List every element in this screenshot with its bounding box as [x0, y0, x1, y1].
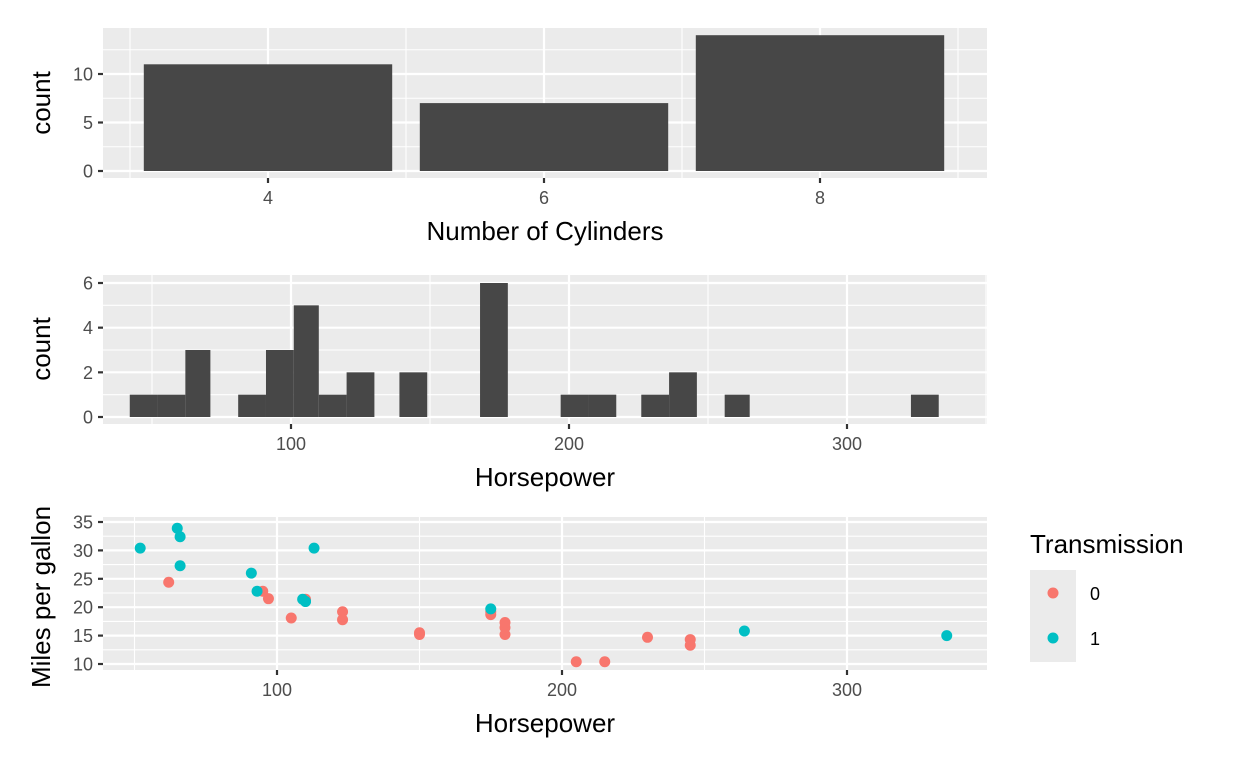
scatter-point-transmission-0 — [570, 656, 582, 668]
scatter-gridlines — [103, 517, 991, 670]
histogram-bar — [293, 305, 319, 417]
legend-key-0 — [1047, 587, 1059, 599]
cylinders-y-tick-label: 5 — [83, 113, 93, 133]
scatter-point-transmission-0 — [285, 612, 297, 624]
histogram-x-axis-title: Horsepower — [475, 462, 616, 492]
histogram-x-tick-label: 300 — [832, 434, 862, 454]
scatter-point-transmission-0 — [163, 576, 175, 588]
scatter-x-tick-label: 300 — [832, 680, 862, 700]
cylinders-x-tick-label: 4 — [263, 188, 273, 208]
scatter-point-transmission-1 — [171, 522, 183, 534]
scatter-point-transmission-1 — [251, 585, 263, 597]
histogram-bar — [346, 372, 375, 417]
scatter-points — [134, 522, 953, 668]
horsepower-histogram: 100 200 300 0 2 4 6 Horsepower count — [26, 274, 987, 492]
histogram-x-tick-label: 200 — [554, 434, 584, 454]
histogram-bar — [399, 372, 428, 417]
legend-title: Transmission — [1030, 529, 1184, 559]
histogram-bar — [318, 394, 347, 417]
scatter-point-transmission-1 — [485, 603, 497, 615]
cylinders-bar-chart: 4 6 8 0 5 10 Number of Cylinders count — [26, 28, 987, 246]
histogram-axes: 100 200 300 0 2 4 6 — [83, 274, 862, 455]
legend-label-0: 0 — [1090, 584, 1100, 604]
scatter-point-transmission-0 — [499, 628, 511, 640]
cylinders-bar-6 — [419, 103, 669, 171]
histogram-y-tick-label: 6 — [83, 274, 93, 294]
transmission-legend: Transmission 0 1 — [1030, 529, 1184, 662]
scatter-point-transmission-1 — [174, 531, 186, 543]
scatter-point-transmission-1 — [941, 630, 953, 642]
histogram-bar — [480, 283, 508, 417]
cylinders-bar-8 — [695, 35, 945, 172]
cylinders-x-tick-label: 8 — [815, 188, 825, 208]
scatter-point-transmission-0 — [414, 628, 425, 640]
cylinders-axes: 4 6 8 0 5 10 — [73, 65, 825, 209]
scatter-point-transmission-0 — [337, 614, 349, 626]
scatter-point-transmission-0 — [642, 631, 653, 643]
histogram-bar — [724, 394, 750, 417]
histogram-bars — [129, 283, 939, 417]
cylinders-y-tick-label: 0 — [83, 162, 93, 182]
cylinders-y-tick-label: 10 — [73, 65, 93, 85]
cylinders-bars — [143, 35, 945, 172]
cylinders-y-axis-title: count — [26, 70, 56, 134]
histogram-y-tick-label: 0 — [83, 408, 93, 428]
histogram-y-tick-label: 4 — [83, 318, 93, 338]
scatter-y-tick-label: 30 — [73, 541, 93, 561]
scatter-point-transmission-1 — [174, 560, 186, 572]
histogram-bar — [910, 394, 939, 417]
scatter-point-transmission-1 — [245, 567, 257, 579]
histogram-bar — [560, 394, 589, 417]
scatter-point-transmission-1 — [308, 542, 320, 554]
scatter-y-axis-title: Miles per gallon — [26, 506, 56, 688]
scatter-point-transmission-0 — [337, 606, 349, 618]
histogram-bar — [641, 394, 670, 417]
histogram-y-tick-label: 2 — [83, 363, 93, 383]
scatter-y-tick-label: 15 — [73, 626, 93, 646]
histogram-bar — [265, 350, 294, 417]
scatter-point-transmission-0 — [684, 639, 696, 651]
histogram-y-axis-title: count — [26, 316, 56, 380]
legend-key-background — [1030, 570, 1076, 662]
scatter-point-transmission-1 — [297, 593, 309, 605]
scatter-y-tick-label: 20 — [73, 598, 93, 618]
scatter-y-tick-label: 10 — [73, 655, 93, 675]
legend-key-1 — [1047, 632, 1059, 644]
scatter-point-transmission-0 — [262, 593, 274, 605]
histogram-bar — [185, 350, 211, 417]
histogram-bar — [588, 394, 617, 417]
scatter-point-transmission-0 — [499, 617, 511, 629]
cylinders-x-axis-title: Number of Cylinders — [427, 216, 664, 246]
histogram-x-tick-label: 100 — [276, 434, 306, 454]
cylinders-bar-4 — [143, 64, 393, 171]
scatter-point-transmission-1 — [738, 625, 750, 637]
scatter-axes: 100 200 300 10 15 20 25 30 35 — [73, 513, 862, 701]
scatter-x-axis-title: Horsepower — [475, 708, 616, 738]
scatter-y-tick-label: 35 — [73, 513, 93, 533]
histogram-bar — [129, 394, 158, 417]
scatter-x-tick-label: 200 — [547, 680, 577, 700]
scatter-point-transmission-0 — [599, 656, 611, 668]
scatter-y-tick-label: 25 — [73, 569, 93, 589]
histogram-bar — [669, 372, 697, 417]
legend-label-1: 1 — [1090, 629, 1100, 649]
cylinders-x-tick-label: 6 — [539, 188, 549, 208]
scatter-x-tick-label: 100 — [262, 680, 292, 700]
histogram-bar — [157, 394, 186, 417]
horsepower-mpg-scatter: 100 200 300 10 15 20 25 30 35 Horsepower Miles p… — [26, 506, 991, 738]
histogram-bar — [238, 394, 266, 417]
scatter-point-transmission-1 — [134, 542, 146, 554]
